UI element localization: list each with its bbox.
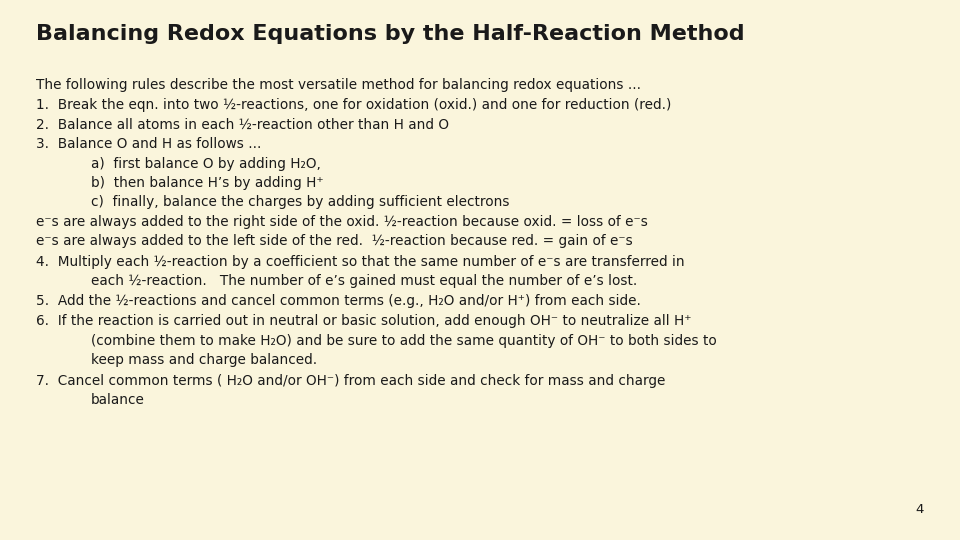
Text: a)  first balance O by adding H₂O,: a) first balance O by adding H₂O,: [91, 157, 321, 171]
Text: each ½-reaction.   The number of e’s gained must equal the number of e’s lost.: each ½-reaction. The number of e’s gaine…: [91, 274, 637, 288]
Text: 1.  Break the eqn. into two ½-reactions, one for oxidation (oxid.) and one for r: 1. Break the eqn. into two ½-reactions, …: [36, 98, 672, 112]
Text: e⁻s are always added to the left side of the red.  ½-reaction because red. = gai: e⁻s are always added to the left side of…: [36, 234, 634, 248]
Text: 7.  Cancel common terms ( H₂O and/or OH⁻) from each side and check for mass and : 7. Cancel common terms ( H₂O and/or OH⁻)…: [36, 374, 666, 388]
Text: balance: balance: [91, 393, 145, 407]
Text: Balancing Redox Equations by the Half-Reaction Method: Balancing Redox Equations by the Half-Re…: [36, 24, 745, 44]
Text: e⁻s are always added to the right side of the oxid. ½-reaction because oxid. = l: e⁻s are always added to the right side o…: [36, 215, 648, 229]
Text: The following rules describe the most versatile method for balancing redox equat: The following rules describe the most ve…: [36, 78, 641, 92]
Text: 6.  If the reaction is carried out in neutral or basic solution, add enough OH⁻ : 6. If the reaction is carried out in neu…: [36, 314, 692, 328]
Text: 4.  Multiply each ½-reaction by a coefficient so that the same number of e⁻s are: 4. Multiply each ½-reaction by a coeffic…: [36, 255, 685, 269]
Text: keep mass and charge balanced.: keep mass and charge balanced.: [91, 353, 318, 367]
Text: 2.  Balance all atoms in each ½-reaction other than H and O: 2. Balance all atoms in each ½-reaction …: [36, 118, 449, 132]
Text: 5.  Add the ½-reactions and cancel common terms (e.g., H₂O and/or H⁺) from each : 5. Add the ½-reactions and cancel common…: [36, 294, 641, 308]
Text: b)  then balance H’s by adding H⁺: b) then balance H’s by adding H⁺: [91, 176, 324, 190]
Text: c)  finally, balance the charges by adding sufficient electrons: c) finally, balance the charges by addin…: [91, 195, 510, 210]
Text: 4: 4: [915, 503, 924, 516]
Text: (combine them to make H₂O) and be sure to add the same quantity of OH⁻ to both s: (combine them to make H₂O) and be sure t…: [91, 334, 717, 348]
Text: 3.  Balance O and H as follows ...: 3. Balance O and H as follows ...: [36, 137, 262, 151]
